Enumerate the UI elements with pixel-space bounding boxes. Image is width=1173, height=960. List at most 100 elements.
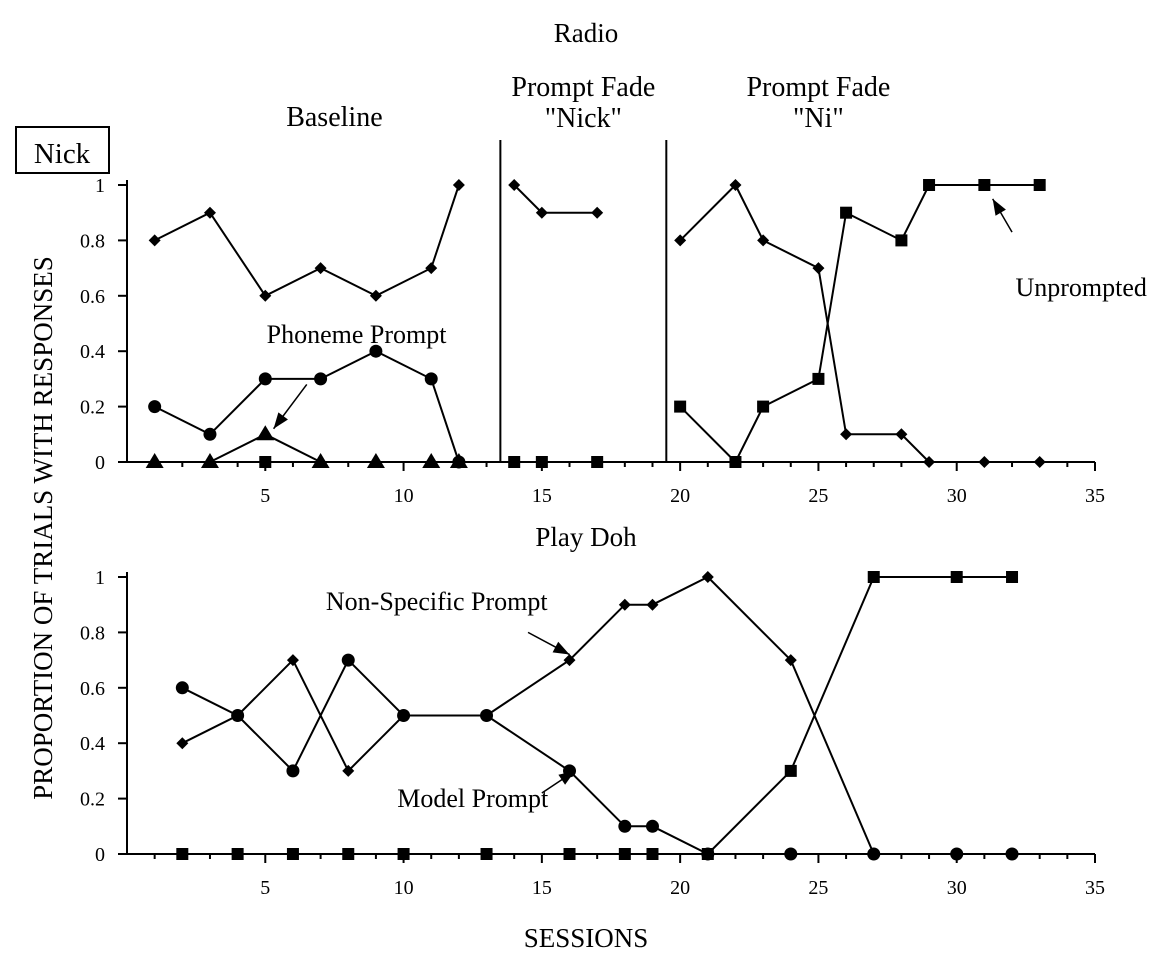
- x-axis-title: SESSIONS: [524, 923, 649, 953]
- diamond-data-point: [259, 289, 272, 302]
- square-data-point: [674, 400, 687, 413]
- x-tick-label: 30: [947, 877, 967, 899]
- y-tick-label: 1: [95, 567, 105, 589]
- circle-data-point: [148, 400, 162, 414]
- diamond-data-point: [286, 654, 299, 667]
- y-tick-label: 0.8: [80, 230, 105, 252]
- phase-label: Prompt Fade: [511, 72, 655, 103]
- diamond-data-point: [314, 262, 327, 275]
- circle-data-point: [341, 653, 355, 667]
- square-data-point: [701, 848, 714, 860]
- series-line: [154, 433, 459, 463]
- square-data-point: [231, 848, 244, 860]
- series-square: [176, 571, 1019, 860]
- triangle-data-point: [145, 453, 164, 468]
- diamond-data-point: [176, 737, 189, 750]
- x-tick-label: 25: [808, 485, 828, 507]
- x-tick-label: 30: [947, 485, 967, 507]
- square-data-point: [757, 400, 770, 413]
- x-tick-label: 5: [260, 485, 270, 507]
- annotation-label: Unprompted: [1015, 273, 1146, 302]
- series-line: [154, 350, 460, 463]
- phase-label: "Nick": [545, 103, 622, 134]
- y-tick-label: 0.6: [80, 286, 105, 308]
- diamond-data-point: [895, 428, 908, 441]
- circle-data-point: [645, 819, 659, 833]
- series-line: [181, 575, 1013, 855]
- circle-data-point: [480, 709, 494, 722]
- diamond-data-point: [618, 598, 631, 611]
- participant-box: Nick: [15, 126, 110, 174]
- diamond-data-point: [535, 206, 548, 219]
- series-line: [513, 184, 598, 214]
- annotation-arrowhead: [992, 198, 1006, 216]
- diamond-data-point: [425, 262, 438, 275]
- x-tick-label: 35: [1085, 877, 1105, 899]
- x-tick-label: 20: [670, 485, 690, 507]
- diamond-data-point: [674, 234, 687, 247]
- diamond-data-point: [369, 289, 382, 302]
- series-triangle: [145, 425, 468, 468]
- diamond-data-point: [784, 654, 797, 667]
- y-axis-title: PROPORTION OF TRIALS WITH RESPONSES: [28, 256, 58, 799]
- square-data-point: [591, 456, 604, 468]
- diamond-data-point: [342, 764, 355, 777]
- participant-label: Nick: [34, 138, 91, 170]
- phase-label: Baseline: [286, 102, 382, 133]
- square-data-point: [480, 848, 493, 860]
- triangle-data-point: [449, 453, 468, 468]
- axes: [118, 572, 1096, 863]
- circle-data-point: [867, 847, 881, 861]
- series-circle: [175, 653, 1019, 861]
- annotation-arrowhead: [273, 412, 288, 429]
- x-tick-label: 5: [260, 877, 270, 899]
- square-data-point: [1006, 571, 1019, 583]
- square-data-point: [176, 848, 189, 860]
- square-data-point: [618, 848, 631, 860]
- circle-data-point: [203, 427, 217, 441]
- square-data-point: [508, 456, 521, 468]
- circle-data-point: [258, 372, 272, 386]
- series-line: [679, 183, 1040, 463]
- square-data-point: [895, 234, 908, 247]
- y-tick-label: 0.2: [80, 397, 105, 419]
- y-tick-label: 0.6: [80, 678, 105, 700]
- square-data-point: [286, 848, 299, 860]
- diamond-data-point: [701, 571, 714, 583]
- diamond-data-point: [757, 234, 770, 247]
- square-data-point: [397, 848, 410, 860]
- diamond-data-point: [840, 428, 853, 441]
- square-data-point: [867, 571, 880, 583]
- annotation-arrowhead: [552, 641, 570, 655]
- square-data-point: [259, 456, 272, 468]
- triangle-data-point: [200, 453, 219, 468]
- y-tick-label: 0: [95, 452, 105, 474]
- square-data-point: [923, 179, 936, 191]
- triangle-data-point: [311, 453, 330, 468]
- annotation-label: Non-Specific Prompt: [326, 587, 548, 616]
- square-data-point: [563, 848, 576, 860]
- diamond-data-point: [203, 206, 216, 219]
- diamond-data-point: [646, 598, 659, 611]
- series-line: [154, 184, 460, 298]
- square-data-point: [646, 848, 659, 860]
- circle-data-point: [369, 344, 383, 358]
- annotation-label: Phoneme Prompt: [267, 320, 448, 349]
- annotation-arrowhead: [558, 770, 576, 785]
- x-tick-label: 25: [808, 877, 828, 899]
- diamond-data-point: [923, 456, 936, 468]
- x-tick-label: 10: [394, 877, 414, 899]
- panel-title: Play Doh: [535, 522, 637, 552]
- diamond-data-point: [148, 234, 161, 247]
- square-data-point: [978, 179, 991, 191]
- square-data-point: [950, 571, 963, 583]
- series-line: [181, 658, 1013, 855]
- circle-data-point: [397, 709, 411, 722]
- diamond-data-point: [508, 179, 521, 191]
- triangle-data-point: [256, 425, 275, 441]
- diamond-data-point: [452, 179, 465, 191]
- circle-data-point: [314, 372, 328, 386]
